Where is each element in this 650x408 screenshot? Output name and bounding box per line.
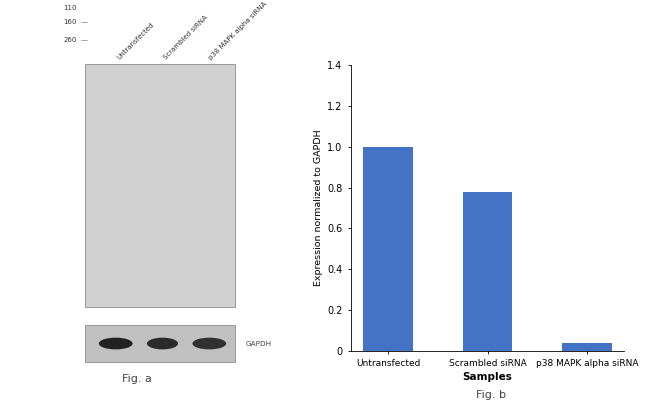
Bar [463,192,512,351]
Ellipse shape [192,338,226,349]
Text: GAPDH: GAPDH [246,341,272,346]
FancyBboxPatch shape [84,325,235,362]
Text: 110: 110 [63,5,77,11]
Text: Scrambled siRNA: Scrambled siRNA [162,14,209,61]
Text: Untransfected: Untransfected [115,22,155,61]
Ellipse shape [99,338,133,349]
Bar [562,343,612,351]
Text: Fig. a: Fig. a [122,374,151,384]
Text: Fig. b: Fig. b [476,390,506,400]
Y-axis label: Expression normalized to GAPDH: Expression normalized to GAPDH [314,130,323,286]
Ellipse shape [147,338,178,349]
Text: p38 MAPK alpha siRNA: p38 MAPK alpha siRNA [207,0,268,61]
X-axis label: Samples: Samples [463,373,512,382]
Text: 260: 260 [63,37,77,43]
Text: 160: 160 [63,19,77,25]
FancyBboxPatch shape [84,64,235,307]
Bar [363,147,413,351]
